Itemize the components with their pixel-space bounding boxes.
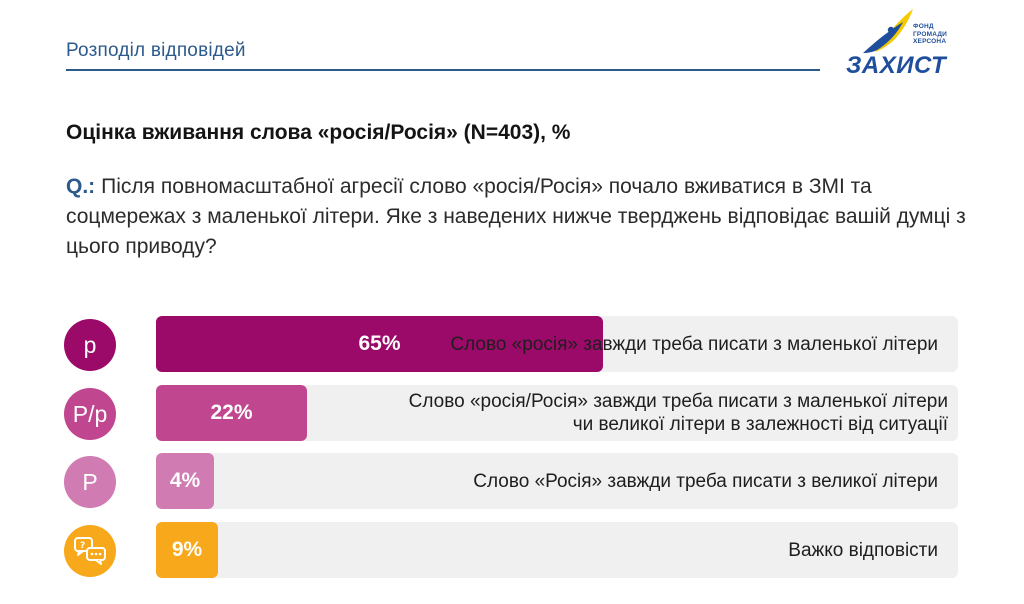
chat-question-icon: ? (64, 525, 116, 577)
chart-row: р 65% Слово «росія» завжди треба писати … (0, 316, 1024, 372)
icon-letter: Р/р (72, 400, 108, 427)
bar-value-label: 4% (169, 469, 201, 492)
bar-category-label: Слово «Росія» завжди треба писати з вели… (473, 470, 938, 492)
mixed-case-r-icon: Р/р (64, 388, 116, 440)
logo-caption-line: ХЕРСОНА (913, 38, 947, 45)
icon-letter: Р (82, 468, 98, 495)
chart-row: Р/р 22% Слово «росія/Росія» завжди треба… (0, 385, 1024, 441)
logo-caption-line: ФОНД (913, 23, 934, 30)
logo-caption: ФОНД ГРОМАДИ ХЕРСОНА (913, 23, 953, 46)
header-divider (66, 69, 820, 71)
bar-track (156, 453, 958, 509)
logo-wordmark: ЗАХИСТ (846, 52, 947, 79)
question: Q.: Після повномасштабної агресії слово «… (66, 172, 966, 262)
bar-value-label: 9% (171, 538, 203, 561)
svg-text:?: ? (80, 541, 85, 551)
bar-value-label: 22% (210, 401, 253, 424)
uppercase-r-icon: Р (64, 456, 116, 508)
bar-track (156, 522, 958, 578)
bar: 9% (156, 522, 218, 578)
bar: 65% (156, 316, 603, 372)
logo-wing-icon (863, 9, 913, 53)
bar-category-label: Слово «росія» завжди треба писати з мале… (450, 333, 938, 355)
question-text: Після повномасштабної агресії слово «рос… (66, 175, 966, 258)
bar: 22% (156, 385, 307, 441)
bar-category-label: Слово «росія/Росія» завжди треба писати … (408, 391, 948, 435)
logo-caption-line: ГРОМАДИ (913, 30, 948, 38)
logo: ФОНД ГРОМАДИ ХЕРСОНА ЗАХИСТ (843, 6, 963, 79)
chart-row: ? 9% Важко відповісти (0, 522, 1024, 578)
chart-row: Р 4% Слово «Росія» завжди треба писати з… (0, 453, 1024, 509)
bar-category-label: Важко відповісти (788, 539, 938, 561)
bar: 4% (156, 453, 214, 509)
section-title: Розподіл відповідей (66, 40, 246, 61)
bar-value-label: 65% (358, 332, 401, 355)
icon-letter: р (83, 331, 97, 358)
chat-bubbles-glyph: ? (74, 537, 106, 565)
lowercase-r-icon: р (64, 319, 116, 371)
chart-title: Оцінка вживання слова «росія/Росія» (N=4… (66, 121, 571, 144)
question-label: Q.: (66, 175, 96, 198)
